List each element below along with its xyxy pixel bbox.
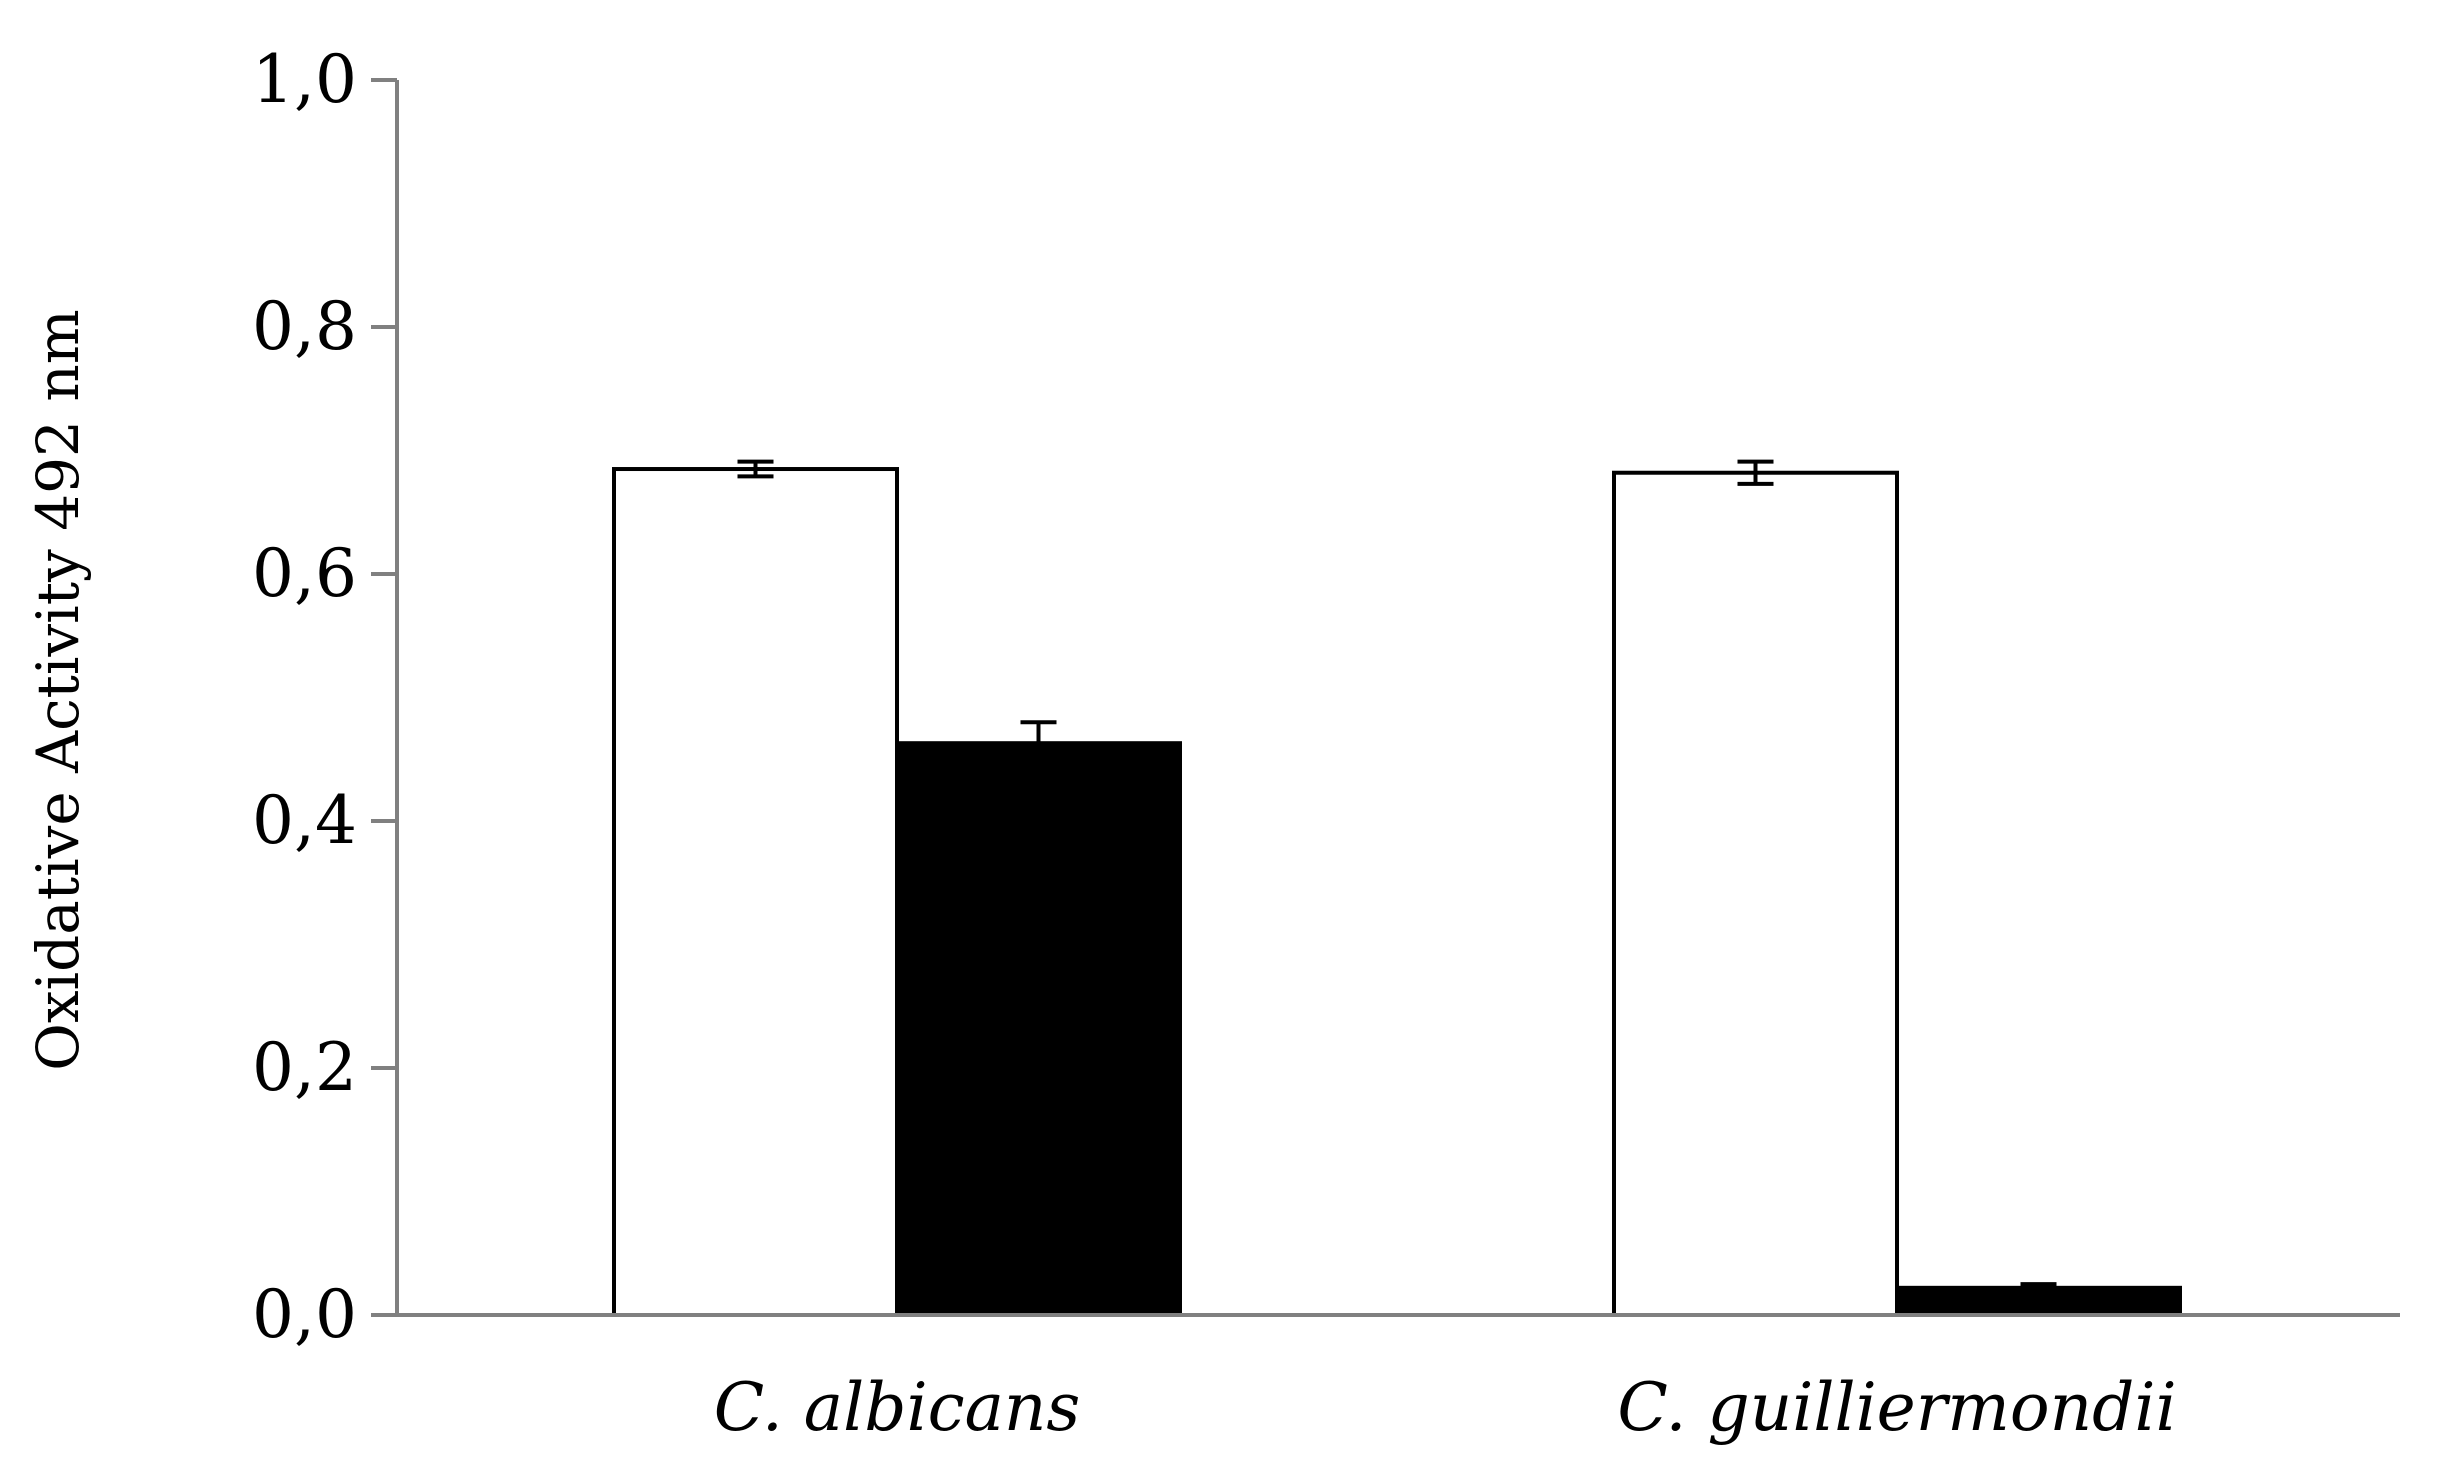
y-tick-label: 0,8 — [252, 288, 357, 365]
y-tick-label: 0,2 — [252, 1029, 357, 1106]
x-category-label: C. albicans — [714, 1369, 1081, 1446]
y-tick-label: 0,4 — [252, 782, 357, 859]
bar — [612, 467, 899, 1317]
y-axis-ticks: 0,0 0,2 0,4 0,6 0,8 1,0 — [252, 41, 397, 1353]
axes — [395, 80, 2400, 1317]
error-bars — [737, 459, 2057, 1288]
x-axis-labels: C. albicans C. guilliermondii — [714, 1369, 2177, 1446]
bar — [1895, 1285, 2182, 1317]
x-category-label: C. guilliermondii — [1617, 1369, 2176, 1446]
bars — [612, 467, 2182, 1318]
bar — [895, 741, 1182, 1317]
bar — [1612, 470, 1899, 1318]
y-tick-label: 0,6 — [252, 535, 357, 612]
y-axis-title: Oxidative Activity 492 nm — [24, 309, 92, 1070]
y-tick-label: 1,0 — [252, 41, 357, 118]
y-tick-label: 0,0 — [252, 1276, 357, 1353]
